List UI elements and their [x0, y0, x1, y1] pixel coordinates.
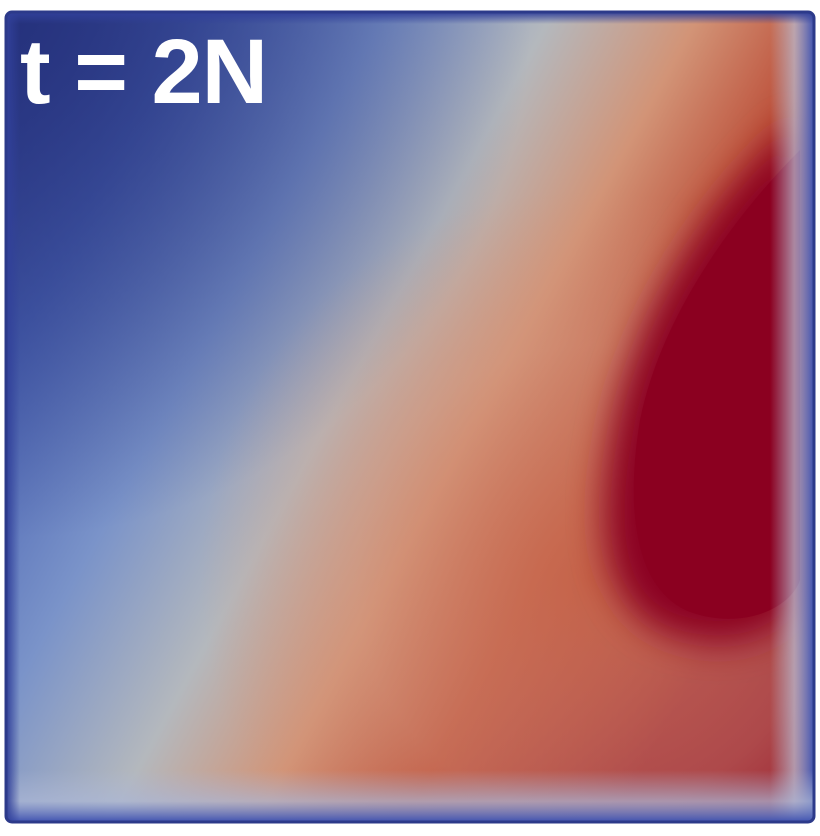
field-edge-top [6, 12, 814, 24]
field-edge-bottom [6, 770, 814, 822]
field-border [4, 10, 816, 824]
time-label: t = 2N [20, 21, 268, 123]
field-edge-left [6, 12, 20, 822]
field-edge-right [770, 12, 814, 822]
